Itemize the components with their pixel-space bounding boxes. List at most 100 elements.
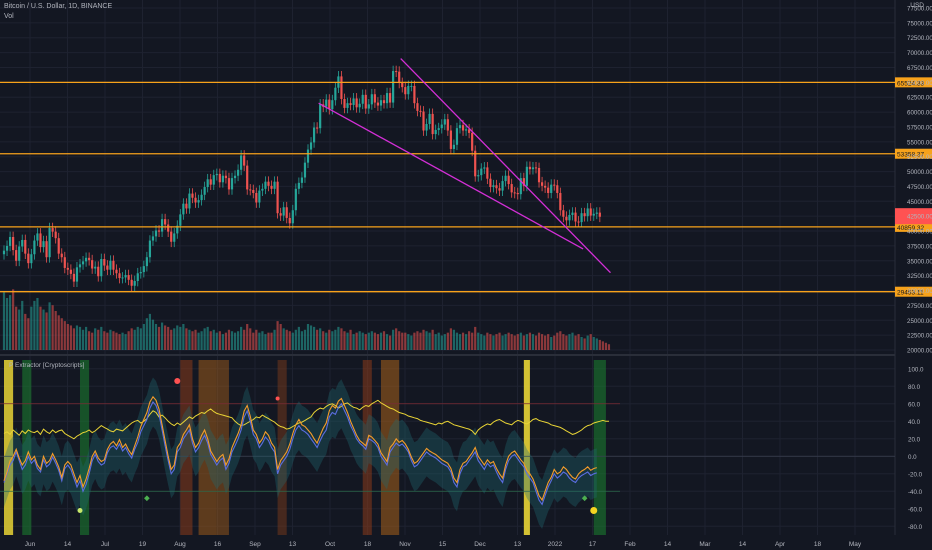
osc-tick-label: -20.0: [908, 471, 923, 478]
candle-body: [276, 181, 279, 214]
candle-body: [218, 173, 221, 183]
osc-blue-line: [3, 401, 597, 506]
candle-body: [21, 239, 24, 247]
time-tick-label: 18: [814, 541, 822, 548]
volume-bar: [498, 332, 501, 350]
volume-bar: [264, 334, 267, 350]
volume-bar: [537, 332, 541, 350]
candle-body: [179, 214, 182, 226]
price-tick-label: 37500.00: [907, 243, 932, 250]
candle-body: [461, 125, 465, 131]
time-tick-label: 17: [589, 541, 597, 548]
volume-bar: [540, 334, 544, 350]
volatility-band: [4, 377, 597, 529]
volume-bar: [507, 332, 510, 350]
candle-body: [489, 178, 492, 188]
time-tick-label: 13: [289, 541, 297, 548]
volume-bar: [8, 295, 12, 350]
time-tick-label: Mar: [699, 541, 711, 548]
candle-body: [592, 213, 595, 216]
time-tick-label: Dec: [474, 541, 486, 548]
candle-body: [297, 182, 300, 189]
volume-bar: [553, 335, 556, 350]
time-tick-label: Jul: [101, 541, 110, 548]
osc-tick-label: 100.0: [908, 366, 924, 373]
volume-bar: [112, 331, 115, 350]
volume-bar: [452, 329, 456, 350]
volume-bar: [340, 328, 343, 350]
candle-body: [504, 175, 507, 182]
volume-bar: [492, 335, 495, 350]
time-tick-label: 14: [739, 541, 747, 548]
volume-bar: [373, 332, 376, 350]
price-tick-label: 50000.00: [907, 169, 932, 176]
time-tick-label: Aug: [174, 541, 186, 548]
volume-bar: [255, 329, 258, 350]
volume-bar: [534, 335, 538, 350]
candle-body: [88, 257, 91, 261]
volume-bar: [173, 328, 176, 350]
volume-bar: [72, 328, 76, 350]
candle-body: [446, 119, 449, 131]
candle-body: [379, 100, 383, 106]
candle-body: [8, 236, 12, 246]
candle-body: [103, 258, 106, 266]
volume-bar: [91, 332, 94, 350]
price-tick-label: 55000.00: [907, 139, 932, 146]
volume-bar: [385, 334, 389, 350]
candle-body: [91, 260, 94, 269]
candle-body: [33, 240, 36, 255]
volume-bar: [331, 331, 334, 350]
candle-body: [492, 185, 495, 188]
volume-bar: [185, 328, 188, 350]
volume-bar: [574, 335, 577, 350]
symbol-legend: Bitcoin / U.S. Dollar, 1D, BINANCE: [4, 3, 113, 10]
candle-body: [392, 71, 395, 103]
red-dot-marker: [275, 396, 280, 401]
indicator-title[interactable]: P Extractor [Cryptoscripts]: [9, 362, 85, 369]
volume-bar: [458, 334, 462, 350]
volume-bar: [103, 331, 106, 350]
candle-body: [550, 184, 553, 193]
last-price-tag: [895, 208, 932, 225]
volume-bar: [489, 334, 492, 350]
volume-bar: [236, 331, 240, 350]
volume-bar: [5, 298, 9, 350]
candle-body: [18, 246, 21, 261]
volume-bar: [142, 324, 145, 350]
volume-bar: [57, 315, 60, 350]
price-tick-label: 45000.00: [907, 199, 932, 206]
volume-bar: [21, 300, 24, 350]
candle-body: [361, 94, 364, 104]
trendline: [318, 102, 584, 250]
candle-body: [121, 277, 124, 279]
candle-body: [42, 241, 45, 248]
candle-body: [258, 190, 261, 203]
candle-body: [261, 188, 264, 191]
candle-body: [300, 177, 304, 183]
volume-bar: [167, 326, 170, 350]
volume-bar: [319, 328, 322, 350]
volume-bar: [121, 332, 124, 350]
volume-bar: [343, 331, 346, 350]
candle-body: [215, 173, 218, 176]
osc-tick-label: -60.0: [908, 506, 923, 513]
yellow-circle-marker: [590, 507, 598, 514]
candle-body: [553, 184, 556, 186]
volume-bar: [322, 331, 325, 350]
volume-bar: [267, 332, 270, 350]
candle-body: [547, 187, 550, 193]
volume-bar: [39, 306, 42, 350]
candle-body: [273, 181, 276, 189]
volume-bar: [565, 335, 568, 350]
volume-bar: [194, 329, 197, 350]
candle-body: [267, 181, 270, 186]
candle-body: [598, 212, 601, 217]
volume-bar: [586, 335, 589, 350]
candle-body: [534, 167, 538, 169]
candle-body: [154, 230, 158, 237]
volume-bar: [258, 332, 261, 350]
level-price-tag: [895, 286, 932, 297]
green-diamond-marker: [581, 495, 588, 502]
